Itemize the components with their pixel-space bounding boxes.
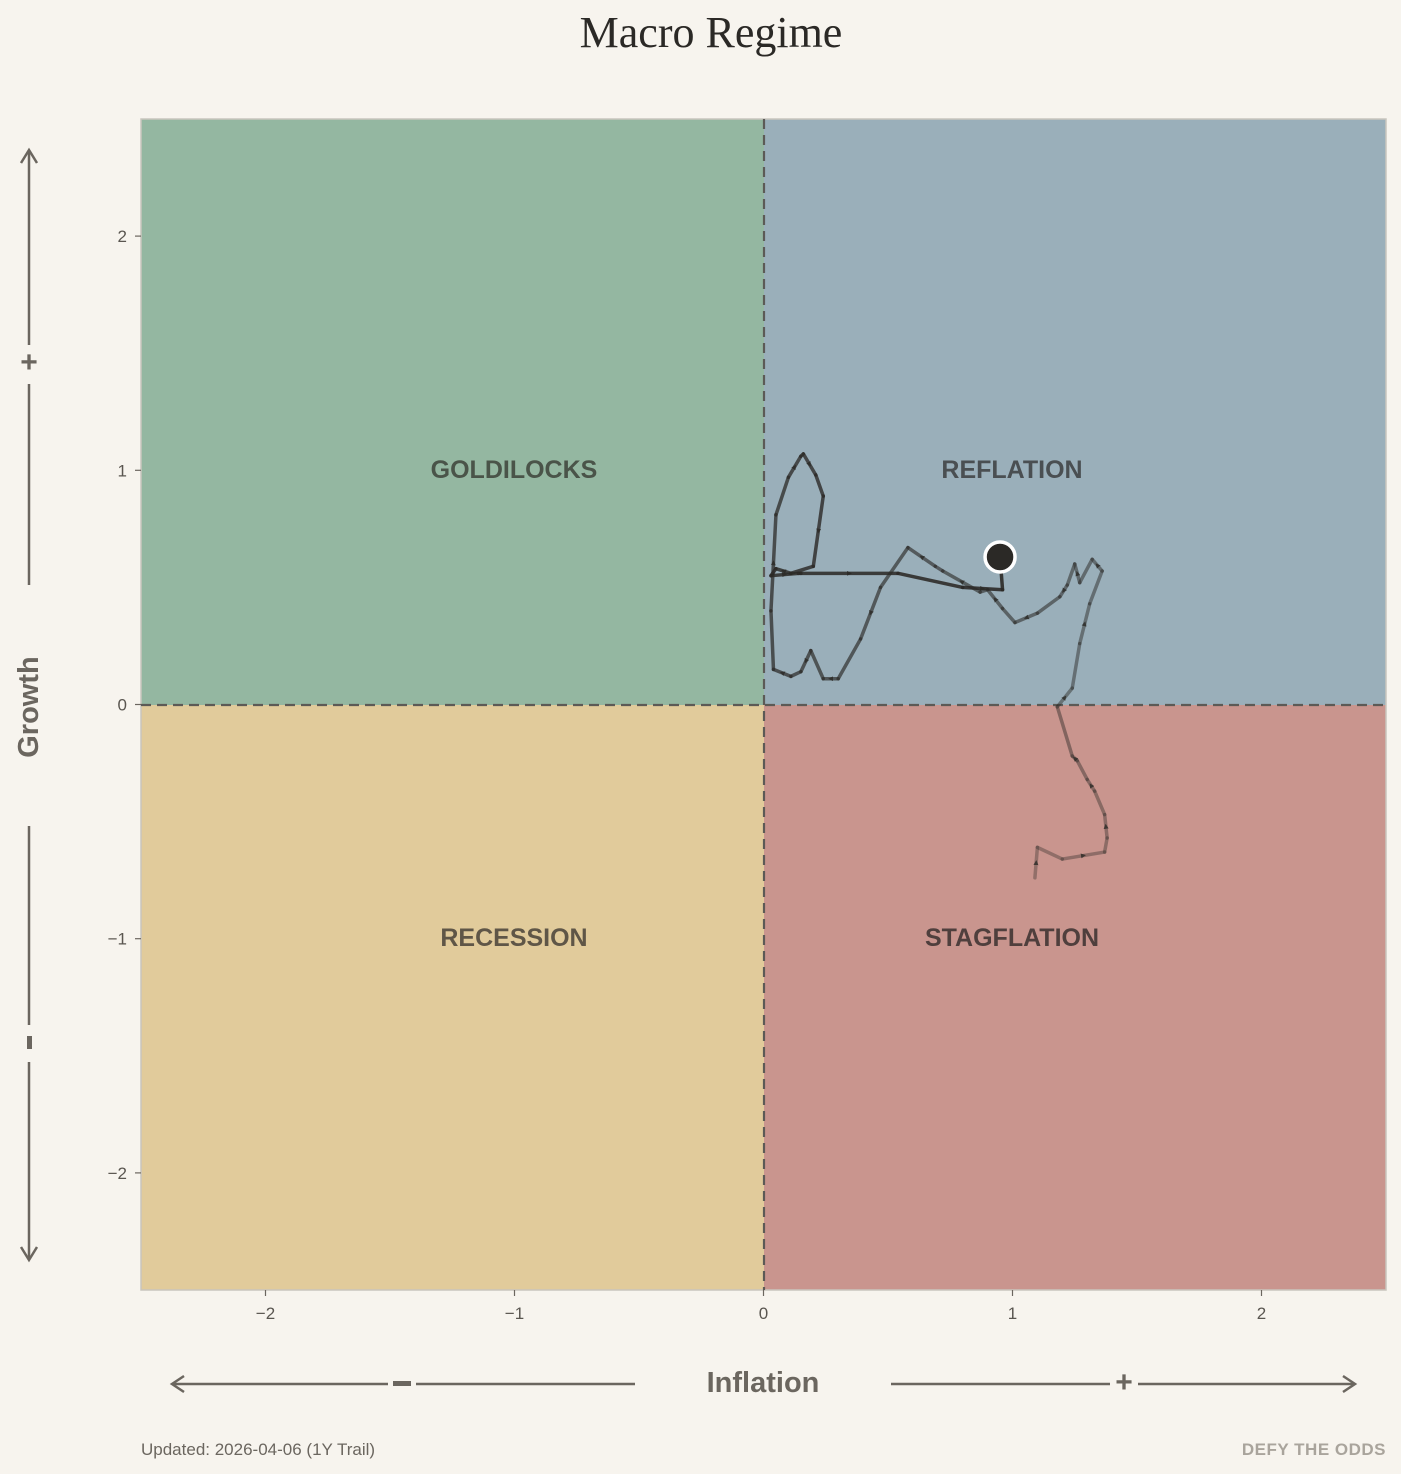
- quadrant-reflation-bg: [764, 119, 1386, 705]
- quadrant-goldilocks-bg: [141, 119, 764, 705]
- trail-segment: [774, 475, 791, 517]
- quadrant-stagflation-bg: [764, 705, 1386, 1290]
- x-tick-label: 2: [1257, 1304, 1266, 1323]
- quadrant-label-recession: RECESSION: [440, 924, 587, 952]
- trail-segment: [1087, 569, 1104, 606]
- trail-segment: [1070, 641, 1082, 690]
- trail-segment: [769, 609, 776, 672]
- y-axis-ticks: −2 −1 0 1 2: [108, 227, 141, 1183]
- trail-segment: [836, 637, 863, 681]
- y-tick-label: 2: [118, 227, 127, 246]
- growth-minus-sign: [27, 1036, 32, 1049]
- trail-segment: [1033, 845, 1040, 880]
- x-tick-label: −2: [256, 1304, 275, 1323]
- chart-title: Macro Regime: [580, 8, 843, 57]
- trail-segment: [1055, 705, 1075, 758]
- growth-direction-indicator: + Growth: [13, 147, 45, 1263]
- trail-segment: [1035, 595, 1062, 615]
- trail-segment: [814, 473, 826, 498]
- brand-watermark: DEFY THE ODDS: [1242, 1440, 1386, 1459]
- y-tick-label: −1: [108, 930, 127, 949]
- current-regime-point: [983, 540, 1017, 574]
- x-tick-label: 0: [759, 1304, 768, 1323]
- inflation-left-arrowhead-icon: [169, 1374, 185, 1394]
- x-axis-ticks: −2 −1 0 1 2: [256, 1290, 1266, 1323]
- trail-segment: [1035, 845, 1065, 861]
- growth-down-arrowhead-icon: [19, 1246, 39, 1263]
- trail-segment: [1102, 836, 1109, 854]
- inflation-direction-indicator: Inflation +: [169, 1366, 1358, 1399]
- quadrant-label-reflation: REFLATION: [941, 456, 1082, 484]
- growth-up-arrowhead-icon: [19, 147, 39, 164]
- inflation-plus-sign: +: [1115, 1366, 1133, 1399]
- trail-segment: [878, 545, 910, 590]
- growth-plus-sign: +: [20, 346, 38, 379]
- trail-segment: [896, 571, 965, 590]
- inflation-minus-sign: [393, 1381, 411, 1386]
- trail-segment: [1077, 557, 1094, 585]
- trail-segment: [809, 648, 826, 681]
- inflation-right-arrowhead-icon: [1342, 1374, 1358, 1394]
- regime-trail: [769, 452, 1109, 880]
- y-tick-label: −2: [108, 1164, 127, 1183]
- inflation-axis-title: Inflation: [707, 1367, 820, 1399]
- quadrant-label-goldilocks: GOLDILOCKS: [431, 456, 598, 484]
- trail-segment: [1092, 789, 1107, 817]
- x-tick-label: 1: [1008, 1304, 1017, 1323]
- y-tick-label: 0: [118, 696, 127, 715]
- updated-timestamp: Updated: 2026-04-06 (1Y Trail): [141, 1440, 375, 1459]
- trail-segment: [1000, 606, 1017, 625]
- y-tick-label: 1: [118, 461, 127, 480]
- trail-segment: [769, 571, 801, 578]
- trail-segment: [960, 585, 1005, 592]
- trail-segment: [1075, 758, 1089, 782]
- quadrant-recession-bg: [141, 705, 764, 1290]
- x-tick-label: −1: [505, 1304, 524, 1323]
- trail-segment: [789, 669, 803, 679]
- trail-segment: [1065, 562, 1077, 587]
- growth-axis-title: Growth: [13, 656, 45, 758]
- trail-segment: [1102, 812, 1109, 840]
- quadrant-label-stagflation: STAGFLATION: [925, 924, 1099, 952]
